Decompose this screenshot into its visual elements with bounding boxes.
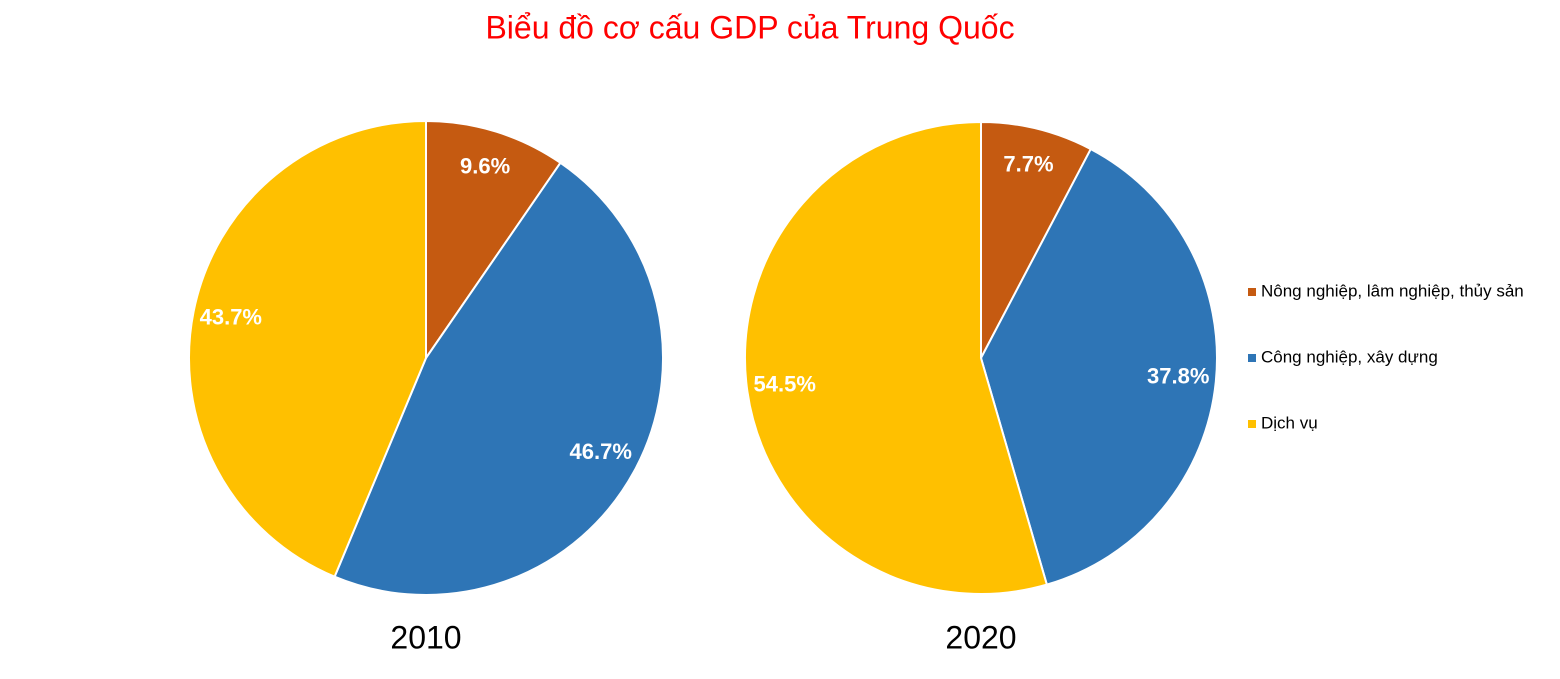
- pie-slice: [744, 120, 1049, 595]
- data-label: 9.6%: [460, 154, 510, 179]
- legend-label: Dịch vụ: [1261, 413, 1318, 432]
- chart-title: Biểu đồ cơ cấu GDP của Trung Quốc: [485, 9, 1014, 45]
- data-label: 46.7%: [570, 439, 632, 464]
- legend-swatch: [1248, 288, 1256, 296]
- legend-swatch: [1248, 420, 1256, 428]
- pie-slice: [980, 120, 1093, 359]
- data-label: 43.7%: [200, 305, 262, 330]
- data-label: 54.5%: [754, 372, 816, 397]
- pie-slice: [979, 147, 1218, 586]
- pie-slice: [333, 161, 664, 596]
- pie-slice: [188, 119, 427, 578]
- pie-label: 2010: [390, 619, 461, 655]
- legend-label: Công nghiệp, xây dựng: [1261, 347, 1438, 366]
- pie-slice: [425, 119, 562, 362]
- pie-label: 2020: [945, 619, 1016, 655]
- data-label: 37.8%: [1147, 364, 1209, 389]
- data-label: 7.7%: [1003, 151, 1053, 176]
- legend-label: Nông nghiệp, lâm nghiệp, thủy sản: [1261, 281, 1524, 300]
- legend-swatch: [1248, 354, 1256, 362]
